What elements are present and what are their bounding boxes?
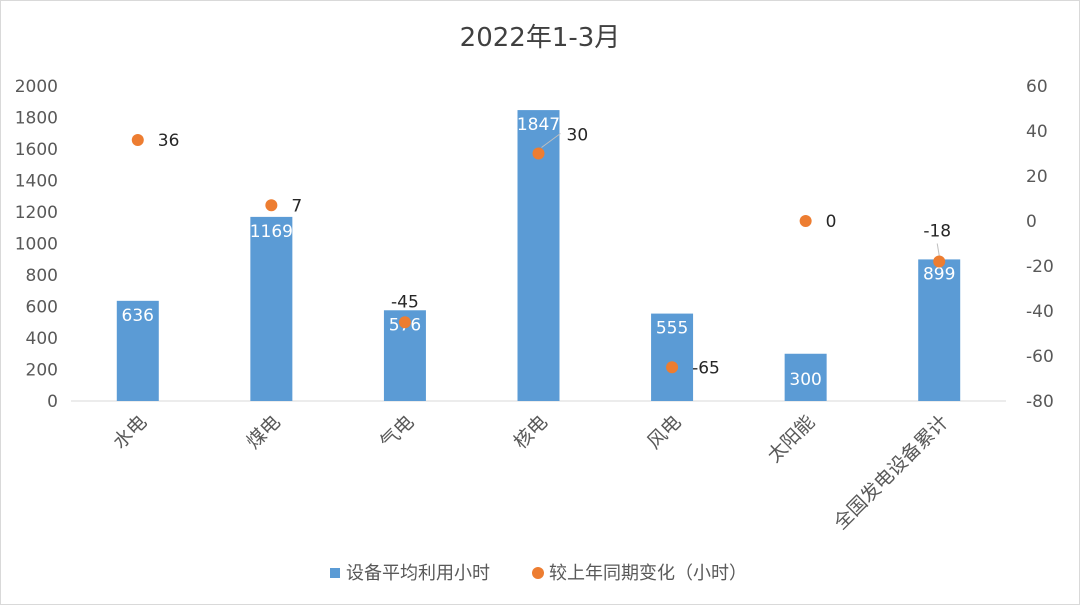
point-value-label: -18 [923, 222, 951, 242]
category-label: 风电 [643, 411, 685, 453]
left-tick-label: 1800 [15, 109, 58, 129]
left-axis: 0 200 400 600 800 1000 1200 1400 1600 1800 2000 [15, 77, 58, 412]
left-tick-label: 1600 [15, 140, 58, 160]
left-tick-label: 800 [26, 266, 58, 286]
point-value-label: 0 [826, 212, 837, 232]
point-value-label: 30 [567, 126, 589, 146]
dot-series: 36 7 -45 30 -65 0 -18 [131, 126, 951, 378]
left-tick-label: 2000 [15, 77, 58, 97]
scatter-point [799, 215, 812, 227]
legend-bar-label: 设备平均利用小时 [346, 563, 490, 584]
category-labels: 水电 煤电 气电 核电 风电 太阳能 全国发电设备累计 [109, 411, 953, 534]
scatter-point [532, 147, 545, 160]
left-tick-label: 1400 [15, 172, 58, 192]
bar [250, 216, 293, 401]
category-label: 核电 [510, 411, 552, 453]
bar-series: 63611695761847555300899 [116, 110, 961, 401]
scatter-point [933, 255, 946, 268]
right-axis: -80 -60 -40 -20 0 20 40 60 [1026, 77, 1054, 412]
scatter-point [265, 199, 278, 212]
point-value-label: -65 [692, 358, 720, 378]
left-tick-label: 1000 [15, 235, 58, 255]
legend: 设备平均利用小时 较上年同期变化（小时） [330, 563, 747, 584]
left-tick-label: 0 [47, 392, 58, 412]
right-tick-label: 20 [1026, 167, 1048, 187]
bar-value-label: 1847 [517, 115, 560, 135]
left-tick-label: 200 [26, 361, 58, 381]
category-label: 气电 [376, 411, 418, 453]
point-value-label: 7 [291, 196, 302, 216]
legend-dot-swatch [532, 567, 544, 579]
category-label: 太阳能 [763, 411, 819, 467]
right-tick-label: 0 [1026, 212, 1037, 232]
bar [918, 259, 961, 401]
category-label: 全国发电设备累计 [830, 411, 953, 534]
leader-line [936, 243, 940, 256]
bar [784, 353, 827, 401]
chart-title: 2022年1-3月 [460, 23, 621, 53]
legend-bar-swatch [330, 568, 340, 578]
category-label: 煤电 [242, 411, 284, 453]
left-tick-label: 400 [26, 329, 58, 349]
right-tick-label: 40 [1026, 122, 1048, 142]
bar [651, 313, 694, 401]
scatter-point [398, 316, 411, 329]
right-tick-label: -40 [1026, 302, 1054, 322]
bar-value-label: 899 [923, 264, 955, 284]
bar [116, 300, 159, 401]
bar-value-label: 300 [789, 370, 821, 390]
bar-value-label: 1169 [250, 222, 293, 242]
right-tick-label: -80 [1026, 392, 1054, 412]
bar-value-label: 636 [122, 306, 154, 326]
right-tick-label: -60 [1026, 347, 1054, 367]
point-value-label: 36 [158, 131, 180, 151]
right-tick-label: 60 [1026, 77, 1048, 97]
bar-value-label: 555 [656, 319, 688, 339]
left-tick-label: 600 [26, 298, 58, 318]
leader-line [541, 133, 561, 148]
point-value-label: -45 [391, 292, 419, 312]
right-tick-label: -20 [1026, 257, 1054, 277]
scatter-point [666, 361, 679, 374]
category-label: 水电 [109, 411, 151, 453]
scatter-point [131, 134, 144, 146]
legend-dot-label: 较上年同期变化（小时） [549, 563, 747, 584]
left-tick-label: 1200 [15, 203, 58, 223]
